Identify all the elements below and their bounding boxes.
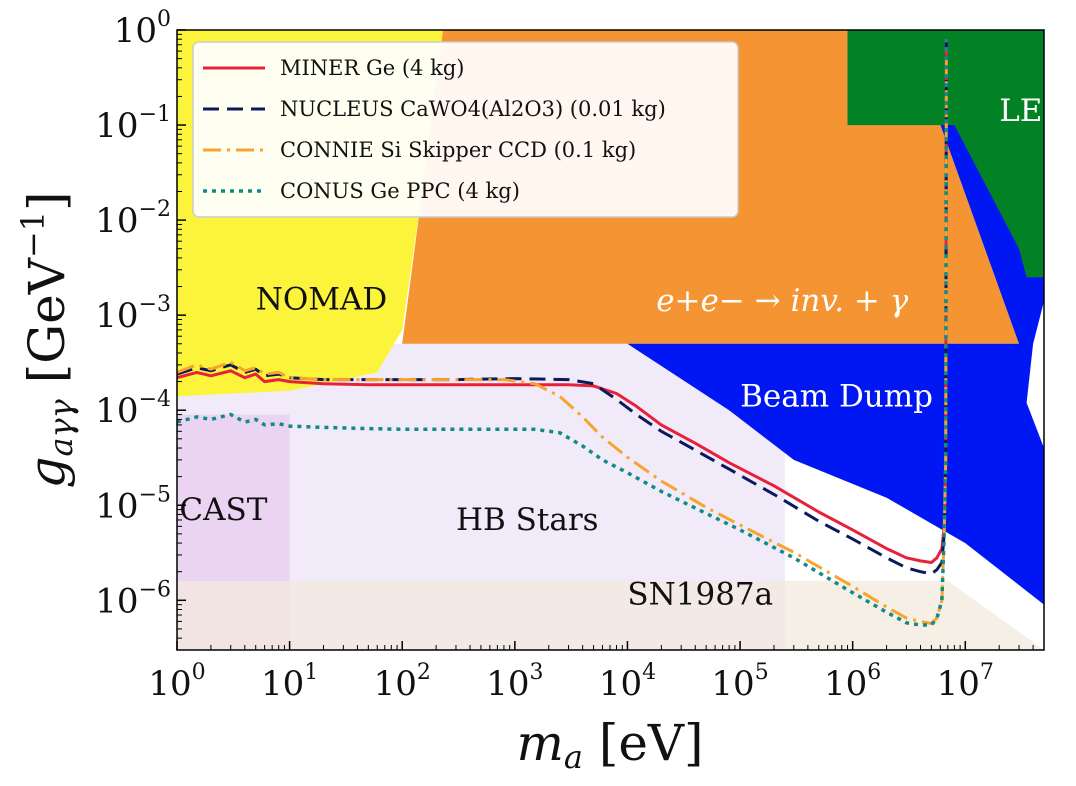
x-tick-label: 101 [261, 660, 318, 704]
region-label-layer: HB Stars CAST NOMAD e+e− → inv. + γ Beam Dum… [179, 93, 1063, 613]
region-label-sn1987a: SN1987a [627, 577, 773, 613]
legend-label-miner-ge-4-kg: MINER Ge (4 kg) [280, 56, 464, 80]
x-tick-label: 104 [599, 660, 656, 704]
y-tick-label: 100 [114, 7, 171, 51]
region-label-nomad: NOMAD [256, 281, 388, 317]
x-tick-label: 106 [824, 660, 881, 704]
y-tick-label: 10−6 [95, 577, 171, 621]
y-tick-label: 10−5 [95, 482, 171, 526]
x-tick-label: 105 [711, 660, 768, 704]
region-label-lep: LEP [999, 93, 1063, 129]
x-tick-label: 102 [374, 660, 431, 704]
x-tick-label: 100 [148, 660, 205, 704]
region-label-e-e-inv: e+e− → inv. + γ [656, 283, 909, 319]
y-tick-label: 10−3 [95, 292, 171, 336]
legend-label-conus-ge-ppc-4-kg: CONUS Ge PPC (4 kg) [280, 179, 520, 203]
series-line-conus-ge-ppc-4-kg [177, 39, 949, 627]
y-tick-label: 10−2 [95, 197, 171, 241]
legend-label-nucleus-cawo4-al2o3-0-01-kg: NUCLEUS CaWO4(Al2O3) (0.01 kg) [280, 97, 666, 121]
y-axis: 100 10−1 10−2 10−3 10−4 10−5 10−6 [95, 7, 186, 651]
y-tick-label: 10−1 [95, 102, 171, 146]
series-line-miner-ge-4-kg [177, 39, 948, 564]
x-tick-label: 103 [486, 660, 543, 704]
region-label-beam-dump: Beam Dump [740, 378, 933, 414]
series-line-connie-si-skipper-ccd-0-1-kg [177, 39, 948, 625]
region-beam-dump [627, 30, 1044, 605]
region-lep [847, 30, 1044, 278]
series-layer [177, 39, 949, 627]
y-axis-title: gaγγ [GeV−1] [14, 191, 80, 488]
region-label-hb-stars: HB Stars [456, 502, 599, 538]
x-tick-label: 107 [937, 660, 994, 704]
legend: MINER Ge (4 kg) NUCLEUS CaWO4(Al2O3) (0.0… [192, 41, 739, 218]
legend-label-connie-si-skipper-ccd-0-1-kg: CONNIE Si Skipper CCD (0.1 kg) [280, 138, 636, 162]
series-line-nucleus-cawo4-al2o3-0-01-kg [177, 39, 948, 576]
region-sn1987a [177, 580, 1044, 650]
y-tick-label: 10−4 [95, 387, 171, 431]
legend-box [192, 41, 739, 218]
x-axis-title: ma [eV] [516, 714, 703, 776]
x-axis: 100 101 102 103 104 105 106 107 [148, 641, 1045, 704]
legend-entries: MINER Ge (4 kg) NUCLEUS CaWO4(Al2O3) (0.0… [203, 56, 666, 203]
region-hb-stars [177, 343, 785, 650]
region-label-cast: CAST [179, 492, 267, 528]
